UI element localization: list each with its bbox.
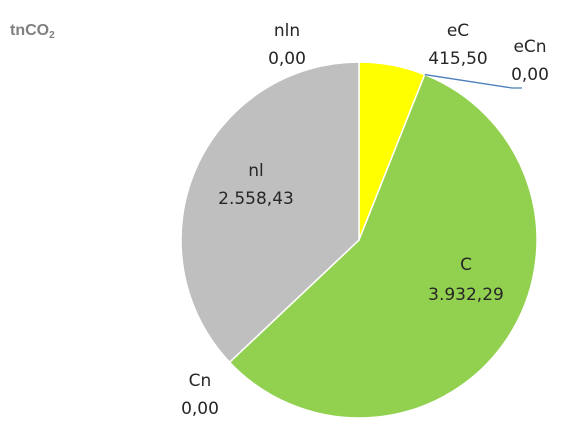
slice-label-cn: Cn: [189, 371, 212, 391]
unit-label: tnCO2: [10, 22, 55, 41]
slice-value-c: 3.932,29: [428, 285, 504, 305]
pie-slice-c: [228, 73, 538, 419]
unit-main: tnCO: [10, 22, 50, 39]
pie-slices: [180, 61, 538, 419]
unit-subscript: 2: [49, 30, 55, 41]
slice-label-nln: nln: [274, 21, 300, 41]
slice-label-nl: nl: [248, 161, 264, 181]
slice-label-c: C: [460, 255, 472, 275]
slice-value-nl: 2.558,43: [218, 189, 294, 209]
slice-value-nln: 0,00: [268, 49, 306, 69]
slice-value-ecn: 0,00: [511, 65, 549, 85]
leader-lines: [424, 73, 522, 89]
pie-slice-nl: [180, 61, 360, 364]
leader-line-ecn: [424, 73, 522, 89]
slice-value-ec: 415,50: [428, 49, 487, 69]
slice-label-ecn: eCn: [513, 37, 546, 57]
slice-labels: eC 415,50 eCn 0,00 C 3.932,29 Cn 0,00 nl 2.558,43…: [181, 21, 549, 419]
slice-value-cn: 0,00: [181, 399, 219, 419]
slice-label-ec: eC: [447, 21, 469, 41]
